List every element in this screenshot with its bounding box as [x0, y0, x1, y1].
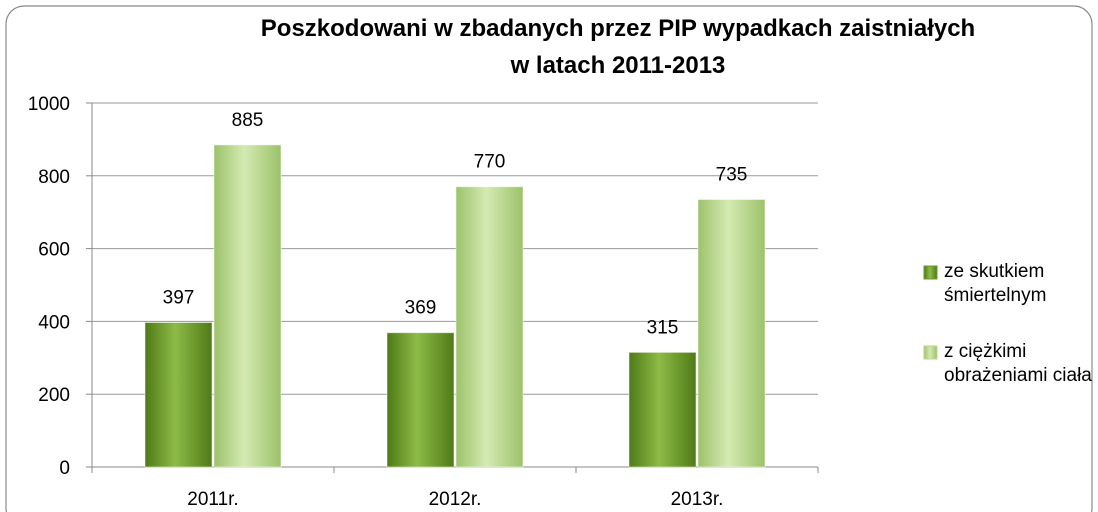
- bar: [628, 351, 697, 468]
- chart-border: [5, 5, 1093, 512]
- y-tick-label: 800: [38, 167, 70, 188]
- bar: [697, 198, 766, 468]
- bar: [386, 332, 455, 468]
- legend-swatch: [923, 345, 938, 360]
- legend-label: z ciężkimi obrażeniami ciała: [944, 341, 1092, 386]
- x-tick-label: 2013r.: [671, 489, 724, 510]
- chart-title: Poszkodowani w zbadanych przez PIP wypad…: [261, 15, 975, 42]
- value-label: 369: [405, 298, 437, 319]
- y-tick-label: 0: [59, 458, 70, 479]
- value-label: 735: [716, 164, 748, 185]
- y-tick-label: 200: [38, 385, 70, 406]
- legend-label: ze skutkiem śmiertelnym: [944, 261, 1047, 306]
- bar: [213, 144, 282, 468]
- y-tick-label: 400: [38, 312, 70, 333]
- legend-swatch: [923, 265, 938, 280]
- bar: [144, 321, 213, 468]
- value-label: 397: [163, 287, 195, 308]
- chart-title: w latach 2011-2013: [510, 52, 726, 79]
- value-label: 885: [232, 110, 264, 131]
- value-label: 770: [474, 152, 506, 173]
- value-label: 315: [647, 317, 679, 338]
- bar: [455, 186, 524, 468]
- x-tick-label: 2011r.: [187, 489, 238, 510]
- y-tick-label: 600: [38, 240, 70, 261]
- y-tick-label: 1000: [28, 94, 70, 115]
- x-tick-label: 2012r.: [429, 489, 482, 510]
